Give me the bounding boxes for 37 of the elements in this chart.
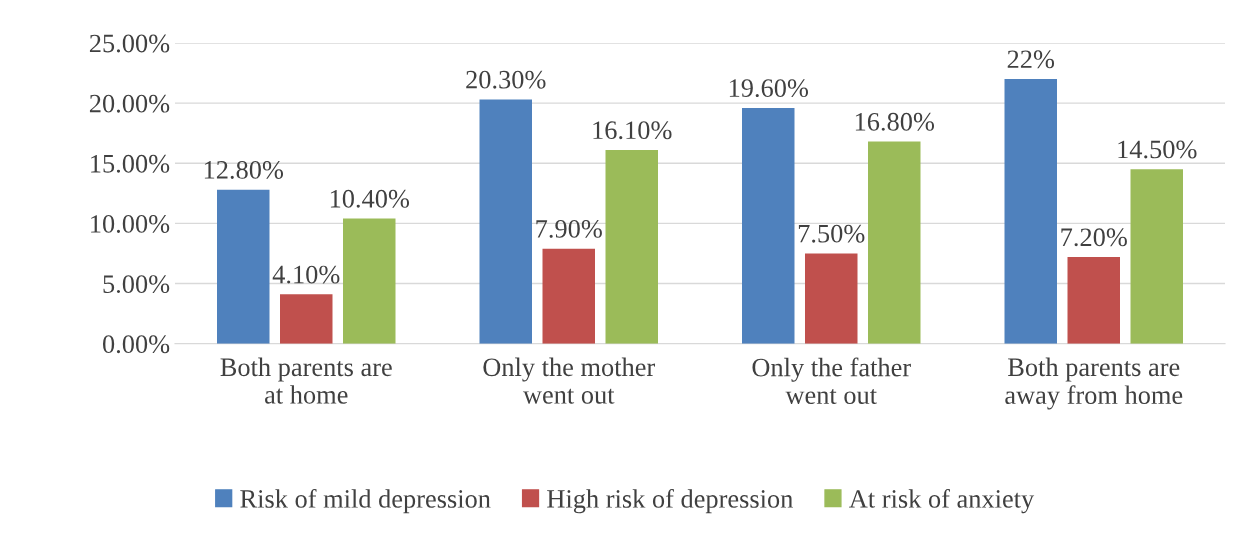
bar	[742, 107, 795, 344]
x-tick-label: Only the father went out	[752, 357, 911, 405]
y-tick-label: 0.00%	[102, 335, 170, 354]
data-label: 19.60%	[729, 79, 809, 98]
data-label: 7.20%	[1061, 228, 1127, 247]
x-tick-label: Both parents are away from home	[1005, 357, 1183, 410]
bar	[805, 253, 858, 344]
bar	[479, 99, 532, 344]
bar	[868, 141, 921, 344]
y-tick-label: 5.00%	[103, 275, 170, 294]
y-tick-label: 15.00%	[91, 154, 170, 173]
data-label: 20.30%	[466, 70, 546, 89]
data-label: 12.80%	[204, 160, 284, 179]
y-tick-label: 25.00%	[89, 34, 170, 53]
data-label: 4.10%	[272, 265, 340, 284]
data-label: 7.50%	[798, 224, 865, 243]
bar	[1130, 169, 1183, 344]
y-tick-label: 10.00%	[91, 215, 170, 233]
data-label: 7.90%	[536, 219, 602, 238]
data-label: 22%	[1007, 50, 1055, 69]
bar	[280, 294, 333, 344]
data-label: 16.80%	[855, 112, 935, 131]
data-label: 14.50%	[1118, 140, 1197, 159]
bar	[605, 150, 658, 344]
bar	[217, 189, 270, 344]
bar	[1067, 257, 1120, 344]
bar	[1004, 79, 1057, 344]
legend-label: High risk of depression	[547, 488, 793, 514]
data-label: 16.10%	[593, 121, 672, 140]
x-tick-label: Only the mother went out	[483, 357, 655, 404]
data-label: 10.40%	[330, 189, 410, 208]
bar	[542, 248, 595, 344]
x-tick-label: Both parents are at home	[220, 357, 392, 404]
y-tick-label: 20.00%	[89, 94, 170, 113]
legend-label: At risk of anxiety	[849, 488, 1035, 514]
legend-label: Risk of mild depression	[240, 488, 491, 514]
bar	[343, 218, 396, 344]
